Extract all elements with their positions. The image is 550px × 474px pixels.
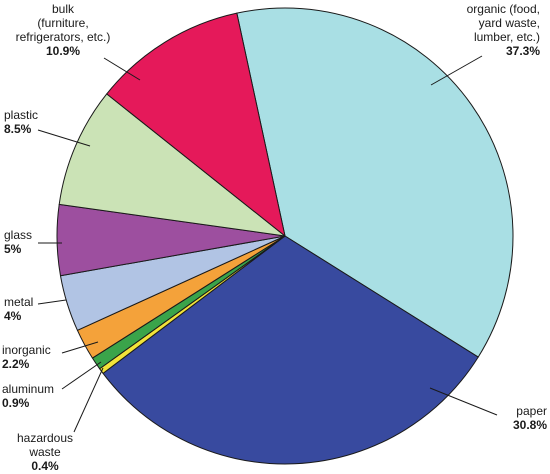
leader-line-inorganic <box>61 341 99 354</box>
label-glass: glass 5% <box>4 228 33 256</box>
leader-line-hazardous <box>73 367 104 433</box>
leader-line-paper <box>429 387 498 416</box>
slice-bulk <box>106 12 286 237</box>
leader-line-metal <box>37 299 67 305</box>
label-metal: metal 4% <box>4 295 34 323</box>
label-paper: paper 30.8% <box>512 404 547 432</box>
leader-line-bulk <box>103 57 141 81</box>
label-organic: organic (food, yard waste, lumber, etc.)… <box>466 2 540 58</box>
leader-lines <box>37 55 498 433</box>
leader-line-aluminum <box>61 361 102 390</box>
slice-organic <box>236 7 514 358</box>
label-hazardous-waste: hazardous waste 0.4% <box>16 431 74 473</box>
leader-line-organic <box>430 55 483 86</box>
slice-plastic <box>58 93 286 237</box>
label-aluminum: aluminum 0.9% <box>2 382 55 410</box>
pie-slices <box>56 7 514 465</box>
label-bulk: bulk (furniture, refrigerators, etc.) 10… <box>15 2 111 58</box>
label-plastic: plastic 8.5% <box>4 108 39 136</box>
label-inorganic: inorganic 2.2% <box>2 343 51 371</box>
leader-line-plastic <box>37 129 91 147</box>
slice-paper <box>102 235 479 465</box>
